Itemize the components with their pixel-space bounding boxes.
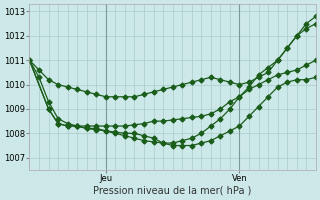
- X-axis label: Pression niveau de la mer( hPa ): Pression niveau de la mer( hPa ): [93, 186, 252, 196]
